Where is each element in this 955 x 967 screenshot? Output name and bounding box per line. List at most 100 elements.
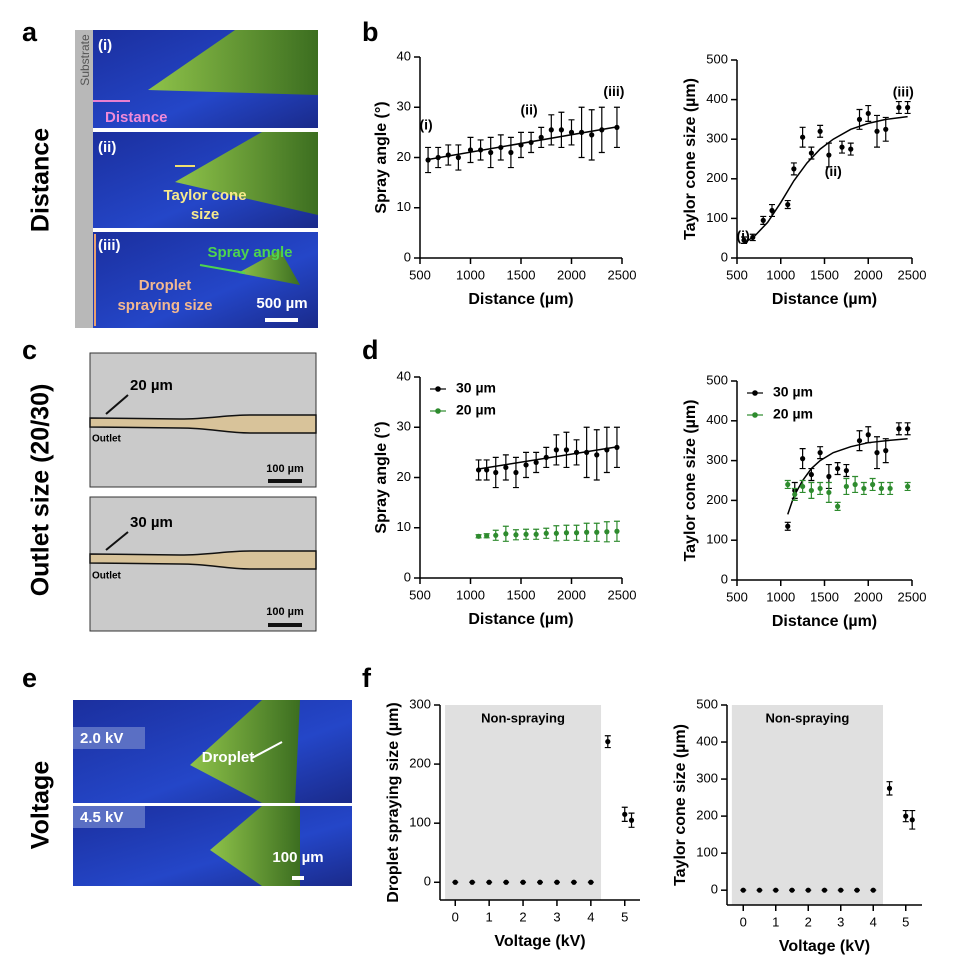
point (503, 531, 509, 537)
droplet-label: spraying size (117, 297, 212, 314)
point (896, 104, 902, 111)
cone (210, 806, 300, 886)
point (800, 456, 806, 462)
y-tick-label: 0 (711, 882, 718, 897)
point (571, 879, 577, 885)
annotation: (ii) (521, 101, 538, 117)
point (563, 447, 570, 453)
point (903, 813, 909, 819)
legend-label: 20 µm (456, 402, 496, 418)
point (808, 471, 814, 478)
point (622, 811, 628, 817)
point (791, 166, 797, 172)
legend-label: 30 µm (773, 384, 813, 400)
point (843, 483, 849, 490)
y-tick-label: 20 (397, 149, 411, 164)
point (874, 450, 880, 456)
x-tick-label: 4 (870, 914, 877, 929)
x-tick-label: 500 (409, 267, 431, 282)
x-tick-label: 1500 (507, 587, 536, 602)
image-frames (73, 700, 352, 886)
point (553, 447, 559, 453)
x-axis-label: Distance (µm) (772, 613, 877, 630)
point (563, 530, 570, 536)
shaded-region (731, 705, 883, 905)
point (513, 532, 519, 538)
y-tick-label: 200 (696, 808, 718, 823)
image-frames (93, 30, 318, 328)
point (909, 817, 915, 823)
point (523, 531, 529, 537)
y-axis-label: Taylor cone size (µm) (672, 724, 689, 886)
cone-label: size (191, 206, 219, 223)
y-tick-label: 200 (706, 492, 728, 507)
y-tick-label: 100 (696, 845, 718, 860)
y-tick-label: 0 (404, 569, 411, 584)
x-tick-label: 5 (621, 909, 628, 924)
point (861, 485, 867, 492)
legend-marker (435, 386, 441, 392)
x-axis-label: Voltage (kV) (494, 933, 585, 950)
x-tick-label: 0 (740, 914, 747, 929)
x-axis-label: Voltage (kV) (779, 938, 870, 955)
point (785, 523, 791, 529)
fit-line (478, 446, 618, 470)
arrow (105, 531, 129, 551)
point (628, 817, 635, 823)
fit-line (743, 115, 908, 244)
point (469, 879, 475, 885)
point (484, 467, 490, 473)
point (493, 532, 499, 538)
x-axis-label: Distance (µm) (468, 291, 573, 308)
point (905, 104, 911, 111)
scale-label: 100 µm (272, 849, 323, 866)
x-tick-label: 1 (486, 909, 493, 924)
point (756, 887, 763, 893)
scale-label: 100 µm (266, 606, 304, 618)
point (805, 887, 811, 893)
tag: (i) (98, 37, 112, 54)
cone (175, 132, 318, 215)
y-tick-label: 20 (397, 469, 411, 484)
legend-label: 20 µm (773, 406, 813, 422)
tag: (ii) (98, 139, 116, 156)
angle-marker (199, 264, 246, 274)
point (792, 491, 798, 498)
x-tick-label: 1000 (766, 589, 795, 604)
y-axis-label: Droplet spraying size (µm) (385, 702, 402, 902)
y-tick-label: 300 (706, 452, 728, 467)
cone (238, 250, 300, 285)
panel-label: a (22, 17, 38, 47)
x-tick-label: 2000 (557, 267, 586, 282)
x-tick-label: 2 (519, 909, 526, 924)
y-tick-label: 500 (696, 696, 718, 711)
y-tick-label: 500 (706, 51, 728, 66)
point (486, 879, 492, 885)
x-axis-label: Distance (µm) (772, 291, 877, 308)
point (568, 129, 575, 135)
outlet-label: Outlet (92, 434, 122, 445)
point (573, 530, 580, 536)
x-tick-label: 500 (726, 589, 748, 604)
y-tick-label: 400 (706, 412, 728, 427)
point (760, 217, 766, 223)
y-tick-label: 300 (696, 771, 718, 786)
point (584, 529, 590, 535)
point (614, 528, 620, 534)
annotation: (i) (737, 228, 750, 244)
y-tick-label: 100 (706, 532, 728, 547)
point (594, 452, 600, 458)
point (537, 879, 543, 885)
annotation: Droplet (202, 749, 255, 766)
channel (89, 550, 317, 570)
point (452, 879, 458, 885)
side-label: Voltage (27, 761, 55, 850)
point (887, 485, 893, 492)
point (835, 465, 841, 472)
point (594, 529, 600, 535)
region-label: Non-spraying (766, 710, 850, 725)
y-axis-label: Taylor cone size (µm) (682, 78, 699, 240)
point (817, 450, 823, 456)
point (852, 481, 858, 488)
